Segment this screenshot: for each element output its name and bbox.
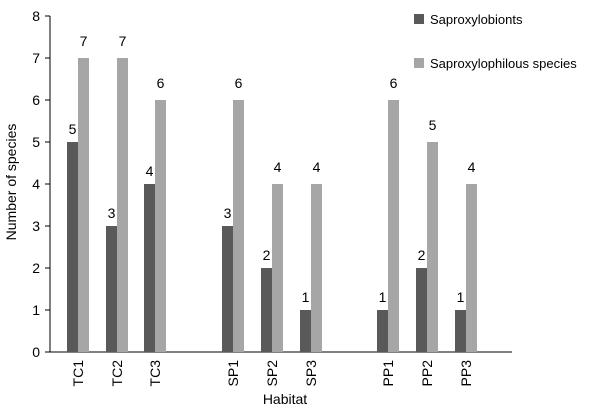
- data-label-saproxylobionts-pp2: 2: [418, 247, 426, 263]
- bar-saproxylobionts-sp1: [222, 226, 233, 352]
- data-label-saproxylobionts-pp1: 1: [379, 289, 387, 305]
- x-tick-label-sp1: SP1: [225, 360, 241, 387]
- x-axis-title: Habitat: [263, 391, 307, 407]
- data-label-saproxylobionts-sp1: 3: [224, 205, 232, 221]
- bars: [67, 58, 477, 352]
- x-tick-label-tc1: TC1: [70, 360, 86, 387]
- data-label-saproxylobionts-tc3: 4: [146, 163, 154, 179]
- bar-saproxylobionts-tc1: [67, 142, 78, 352]
- bar-saproxylobionts-sp3: [300, 310, 311, 352]
- bar-saproxylobionts-tc2: [106, 226, 117, 352]
- bar-saproxylophilous-pp3: [466, 184, 477, 352]
- x-tick-label-pp3: PP3: [458, 360, 474, 387]
- data-labels: 5 7 3 7 4 6 3 6 2 4 1 4 1 6 2 5 1 4: [69, 33, 476, 305]
- legend-swatch-saproxylobionts: [414, 14, 424, 24]
- y-tick-label: 6: [32, 92, 40, 108]
- bar-saproxylophilous-tc2: [117, 58, 128, 352]
- legend-swatch-saproxylophilous: [414, 58, 424, 68]
- data-label-saproxylophilous-pp2: 5: [429, 117, 437, 133]
- y-tick-label: 8: [32, 8, 40, 24]
- x-tick-label-sp2: SP2: [264, 360, 280, 387]
- bar-saproxylophilous-sp2: [272, 184, 283, 352]
- data-label-saproxylobionts-tc1: 5: [69, 121, 77, 137]
- data-label-saproxylobionts-sp2: 2: [263, 247, 271, 263]
- data-label-saproxylophilous-sp1: 6: [235, 75, 243, 91]
- y-tick-label: 7: [32, 50, 40, 66]
- data-label-saproxylophilous-sp3: 4: [313, 159, 321, 175]
- data-label-saproxylobionts-pp3: 1: [457, 289, 465, 305]
- y-tick-label: 3: [32, 218, 40, 234]
- y-axis-title: Number of species: [3, 124, 19, 241]
- bar-saproxylobionts-pp3: [455, 310, 466, 352]
- data-label-saproxylophilous-tc3: 6: [157, 75, 165, 91]
- data-label-saproxylobionts-tc2: 3: [108, 205, 116, 221]
- y-tick-label: 2: [32, 260, 40, 276]
- legend: Saproxylobionts Saproxylophilous species: [414, 12, 577, 71]
- x-tick-label-tc3: TC3: [147, 360, 163, 387]
- bar-saproxylophilous-sp3: [311, 184, 322, 352]
- bar-saproxylobionts-pp1: [377, 310, 388, 352]
- data-label-saproxylophilous-pp3: 4: [468, 159, 476, 175]
- axes: 0 1 2 3 4 5 6 7 8 TC1 TC2 TC3 SP1 SP2 SP3 PP1 PP2 PP3: [32, 8, 512, 386]
- bar-saproxylophilous-pp1: [388, 100, 399, 352]
- x-tick-label-tc2: TC2: [109, 360, 125, 387]
- data-label-saproxylophilous-tc1: 7: [80, 33, 88, 49]
- bar-saproxylophilous-sp1: [233, 100, 244, 352]
- legend-label-saproxylobionts: Saproxylobionts: [430, 12, 523, 27]
- data-label-saproxylophilous-sp2: 4: [274, 159, 282, 175]
- x-tick-label-sp3: SP3: [303, 360, 319, 387]
- bar-saproxylophilous-tc3: [155, 100, 166, 352]
- bar-saproxylobionts-tc3: [144, 184, 155, 352]
- y-tick-label: 1: [32, 302, 40, 318]
- data-label-saproxylobionts-sp3: 1: [302, 289, 310, 305]
- data-label-saproxylophilous-pp1: 6: [390, 75, 398, 91]
- bar-saproxylobionts-pp2: [416, 268, 427, 352]
- x-tick-label-pp1: PP1: [380, 360, 396, 387]
- y-tick-label: 5: [32, 134, 40, 150]
- data-label-saproxylophilous-tc2: 7: [119, 33, 127, 49]
- x-tick-label-pp2: PP2: [419, 360, 435, 387]
- y-tick-label: 4: [32, 176, 40, 192]
- legend-label-saproxylophilous: Saproxylophilous species: [430, 56, 577, 71]
- bar-saproxylobionts-sp2: [261, 268, 272, 352]
- bar-saproxylophilous-pp2: [427, 142, 438, 352]
- y-tick-label: 0: [32, 344, 40, 360]
- bar-saproxylophilous-tc1: [78, 58, 89, 352]
